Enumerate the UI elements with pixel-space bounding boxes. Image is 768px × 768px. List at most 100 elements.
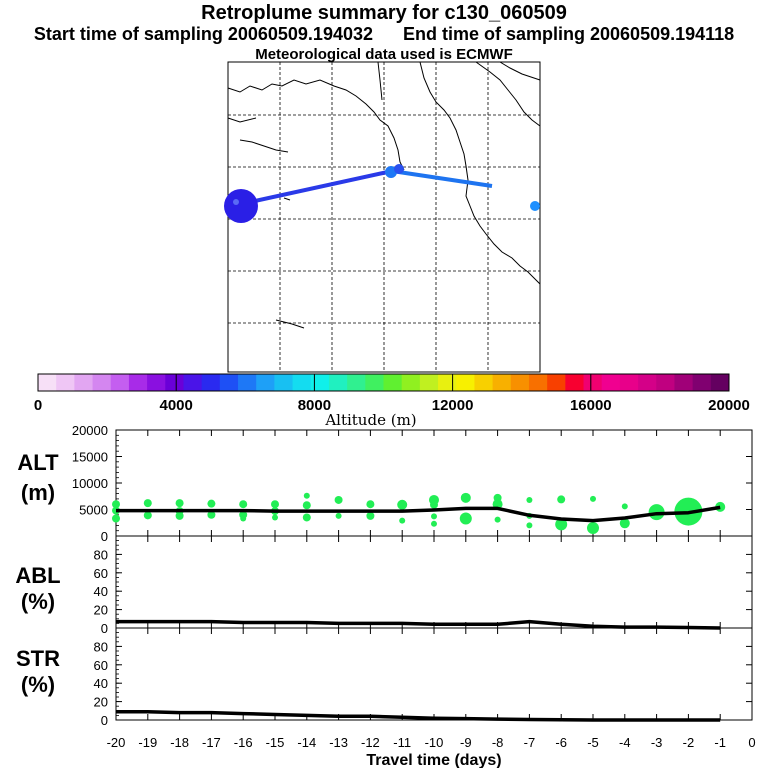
scatter-point: [431, 520, 437, 527]
colorbar-segment: [201, 374, 221, 391]
x-tick-label: -17: [202, 735, 221, 750]
y-tick-label: 15000: [72, 450, 108, 465]
x-tick-label: -13: [329, 735, 348, 750]
colorbar-segment: [674, 374, 694, 391]
colorbar-segment: [583, 374, 603, 391]
x-tick-label: -18: [170, 735, 189, 750]
x-tick-label: -7: [524, 735, 536, 750]
colorbar-segment: [692, 374, 712, 391]
colorbar-segment: [401, 374, 421, 391]
colorbar-segment: [56, 374, 75, 391]
end-time-label: End time of sampling 20060509.194118: [403, 24, 735, 44]
met-data-label: Meteorological data used is ECMWF: [255, 46, 513, 63]
figure-title: Retroplume summary for c130_060509: [201, 2, 567, 24]
x-tick-label: -6: [555, 735, 567, 750]
x-tick-label: 0: [748, 735, 755, 750]
x-tick-label: -3: [651, 735, 663, 750]
trajectory-east-segment: [391, 169, 493, 188]
x-tick-label: -2: [683, 735, 695, 750]
y-tick-label: 20: [94, 603, 108, 618]
scatter-point: [526, 522, 533, 529]
y-tick-label: 5000: [79, 503, 108, 518]
x-tick-label: -1: [714, 735, 726, 750]
scatter-point: [175, 499, 184, 508]
series-line: [116, 709, 721, 722]
scatter-point: [272, 514, 278, 521]
x-tick-label: -19: [138, 735, 157, 750]
scatter-point: [334, 495, 343, 504]
colorbar-segment: [510, 374, 530, 391]
x-tick-label: -20: [107, 735, 126, 750]
panel-frame: [115, 627, 753, 721]
x-tick-label: -5: [587, 735, 599, 750]
panel-alt: 0 5000 10000 15000 20000 ALT (m): [17, 423, 753, 544]
scatter-point: [366, 511, 375, 520]
colorbar-segment: [92, 374, 112, 391]
trajectory-cluster-west: [224, 189, 258, 223]
trajectory-map: [224, 61, 541, 373]
x-tick-label: -16: [234, 735, 253, 750]
scatter-point: [397, 499, 408, 510]
map-graticule: [228, 62, 540, 372]
scatter-point: [143, 511, 152, 520]
y-tick-label: 40: [94, 584, 108, 599]
scatter-point: [494, 516, 501, 523]
scatter-point: [430, 500, 438, 509]
trajectory-path: [240, 169, 493, 206]
scatter-point: [207, 510, 216, 519]
colorbar-segment: [365, 374, 384, 391]
colorbar-segment: [128, 374, 148, 391]
scatter-point: [271, 500, 279, 509]
scatter-point: [619, 518, 630, 529]
colorbar-segment: [528, 374, 548, 391]
scatter-point: [557, 495, 566, 504]
colorbar-segment: [74, 374, 94, 391]
series-line: [116, 505, 721, 523]
scatter-point: [175, 511, 184, 520]
map-coastlines: [227, 61, 541, 329]
panel-ylabel: STR: [16, 646, 60, 671]
series-line: [116, 619, 721, 630]
colorbar-segment: [474, 374, 494, 391]
trajectory-cluster-west-detail: [233, 199, 239, 205]
x-tick-label: -11: [393, 735, 411, 750]
scatter-point: [335, 512, 342, 519]
panel-ylabel-unit: (%): [21, 589, 55, 614]
scatter-point: [302, 513, 311, 522]
scatter-point: [431, 513, 437, 520]
scatter-point: [399, 517, 406, 524]
y-tick-label: 20000: [72, 423, 108, 438]
colorbar-segment: [438, 374, 457, 391]
start-time-label: Start time of sampling 20060509.194032: [33, 24, 373, 44]
trajectory-cluster-east: [530, 201, 540, 211]
trajectory-west-segment: [240, 169, 393, 206]
colorbar-tick-label: 8000: [298, 397, 331, 414]
panel-ylabel-unit: (%): [21, 672, 55, 697]
y-tick-label: 10000: [72, 476, 108, 491]
scatter-point: [555, 518, 568, 531]
colorbar-segment: [419, 374, 439, 391]
colorbar-segment: [183, 374, 203, 391]
x-tick-label: -8: [492, 735, 504, 750]
x-tick-label: -14: [297, 735, 316, 750]
colorbar-segment: [492, 374, 512, 391]
colorbar-tick-label: 20000: [708, 397, 750, 414]
scatter-point: [240, 515, 247, 522]
scatter-point: [207, 499, 216, 508]
y-tick-label: 60: [94, 566, 108, 581]
colorbar-segment: [110, 374, 130, 391]
x-axis-label: Travel time (days): [366, 752, 501, 768]
x-tick-label: -10: [425, 735, 444, 750]
panel-ylabel: ABL: [15, 563, 60, 588]
colorbar-segment: [710, 374, 730, 391]
x-tick-label: -12: [361, 735, 380, 750]
scatter-point: [112, 514, 120, 523]
y-tick-label: 40: [94, 676, 108, 691]
colorbar-segment: [601, 374, 621, 391]
colorbar-segment: [328, 374, 348, 391]
colorbar-segment: [565, 374, 585, 391]
scatter-point: [143, 499, 152, 508]
colorbar-tick-label: 16000: [570, 397, 612, 414]
y-tick-label: 20: [94, 695, 108, 710]
